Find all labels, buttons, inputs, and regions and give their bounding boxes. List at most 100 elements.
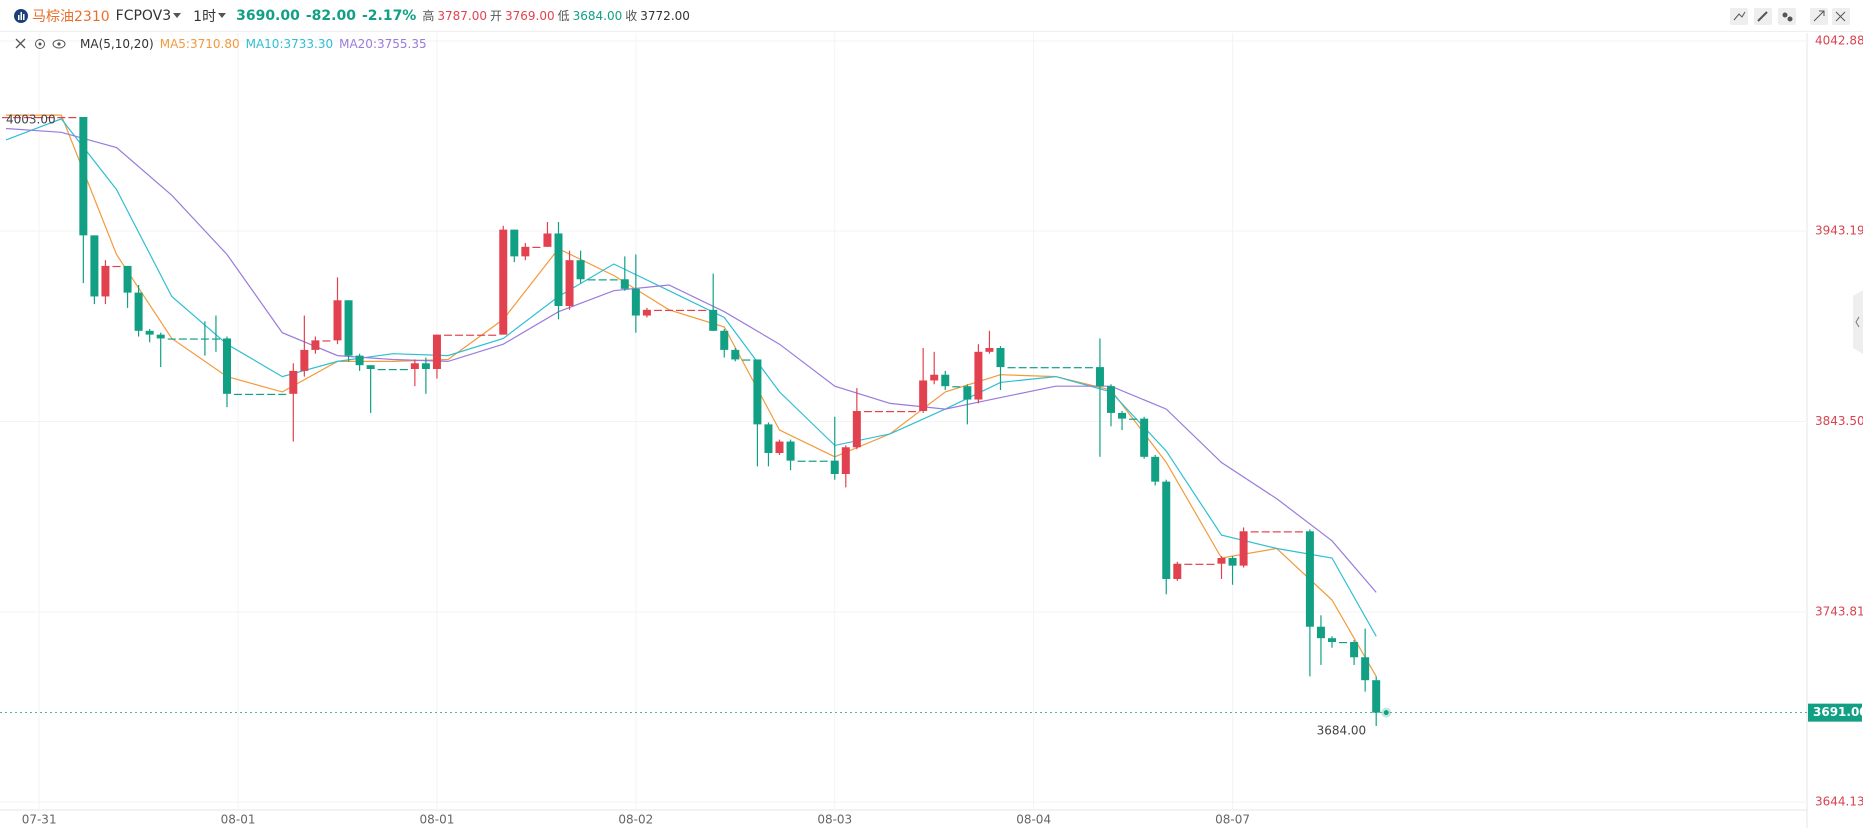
interval[interactable]: 1时 — [193, 8, 217, 25]
candle-body — [974, 351, 983, 400]
ma-line — [6, 114, 1377, 677]
ma-line — [5, 118, 1377, 637]
candle-body — [68, 117, 77, 119]
candle-body — [1084, 367, 1093, 369]
candle-body — [1316, 626, 1325, 639]
candle-body — [1007, 367, 1016, 369]
toolbar — [1730, 8, 1850, 25]
candle-body — [1118, 412, 1127, 419]
open: 3769.00 — [505, 8, 555, 23]
candle-body — [112, 265, 121, 268]
candle-body — [753, 359, 762, 425]
candle-body — [477, 334, 486, 336]
candle-body — [2, 117, 10, 119]
header: 马棕油2310 FCPOV3 1时 3690.00 -82.00 -2.17% … — [0, 0, 1863, 32]
candle-body — [620, 279, 629, 289]
candle-body — [687, 309, 696, 312]
y-tick-label: 3843.50 — [1815, 414, 1863, 428]
candle-body — [543, 233, 552, 247]
last-price: 3690.00 — [236, 7, 300, 24]
candle-body — [897, 411, 906, 413]
x-tick-label: 07-31 — [22, 813, 57, 827]
candle-body — [1305, 531, 1314, 627]
candle-body — [57, 117, 66, 119]
candle-body — [1283, 531, 1292, 533]
candle-body — [101, 265, 110, 297]
annotation: 4003.00 — [6, 113, 56, 127]
candle-body — [819, 460, 828, 462]
candle-body — [720, 330, 729, 350]
candle-body — [797, 460, 806, 462]
candle-body — [1328, 638, 1336, 642]
candle-body — [698, 309, 707, 312]
indicator-tools[interactable] — [14, 37, 74, 51]
x-tick-label: 08-02 — [618, 813, 653, 827]
candle-body — [874, 411, 883, 413]
candle-body — [399, 369, 408, 371]
candle-body — [587, 279, 596, 281]
candle-body — [13, 117, 22, 119]
candle-body — [267, 393, 276, 396]
candle-body — [510, 229, 519, 257]
close: 3772.00 — [640, 8, 690, 23]
x-tick-label: 08-03 — [817, 813, 852, 827]
caret[interactable] — [173, 12, 182, 19]
candle-body — [1162, 481, 1171, 579]
candle-body — [919, 380, 928, 411]
candle-body — [532, 246, 541, 249]
candle-body — [808, 460, 817, 462]
candle-body — [1073, 367, 1082, 369]
side-tab[interactable] — [1849, 290, 1863, 354]
candle-body — [1206, 563, 1215, 565]
candle-body — [554, 233, 563, 306]
candle-body — [1361, 657, 1370, 681]
candle-body — [642, 309, 651, 316]
high: 3787.00 — [437, 8, 487, 23]
candle-body — [841, 447, 850, 474]
y-tick-label: 3644.13 — [1815, 795, 1863, 809]
candle-body — [886, 411, 894, 413]
candle-body — [355, 355, 364, 366]
candle-body — [742, 359, 751, 361]
change: -82.00 — [305, 7, 356, 24]
candle-body — [234, 393, 243, 396]
candle-body — [908, 411, 917, 413]
tool-button[interactable] — [1730, 8, 1748, 25]
candle-body — [576, 260, 585, 280]
candle-body — [709, 309, 718, 331]
candle-body — [1140, 418, 1149, 457]
candle-body — [289, 370, 298, 394]
candle-body — [598, 279, 607, 281]
caret[interactable] — [218, 12, 227, 19]
symbol-icon — [14, 8, 28, 23]
candle-body — [1051, 367, 1060, 369]
indicator-name: MA(5,10,20) — [80, 37, 154, 51]
candle-body — [786, 441, 795, 461]
candle-body — [665, 309, 673, 312]
x-tick-label: 08-01 — [420, 813, 455, 827]
candle-body — [189, 338, 198, 340]
x-tick-label: 08-07 — [1215, 813, 1250, 827]
y-tick-label: 3743.81 — [1815, 604, 1863, 618]
candle-body — [1040, 367, 1049, 369]
candle-body — [952, 386, 961, 388]
candle-body — [24, 117, 33, 119]
candle-body — [1184, 563, 1193, 565]
candle-body — [852, 411, 861, 448]
candle-body — [35, 117, 44, 119]
symbol[interactable]: 马棕油2310 — [32, 8, 110, 25]
high-label: 高 — [422, 9, 435, 23]
candle-body — [985, 348, 994, 352]
x-tick-label: 08-01 — [221, 813, 256, 827]
candle-body — [775, 441, 784, 453]
candle-body — [1294, 531, 1303, 533]
candle-body — [863, 411, 872, 413]
candle-body — [79, 117, 88, 236]
candle-body — [1228, 558, 1237, 566]
candle-body — [930, 374, 939, 381]
code[interactable]: FCPOV3 — [115, 7, 172, 24]
candle-body — [1217, 558, 1226, 564]
candle-body — [200, 338, 209, 340]
low: 3684.00 — [572, 8, 623, 23]
